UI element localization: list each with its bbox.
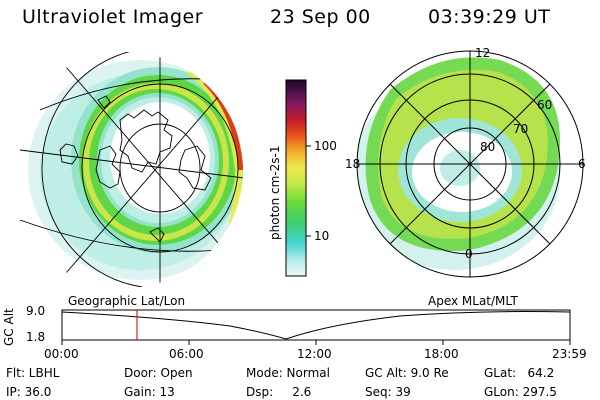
x-tick-2359: 23:59	[552, 347, 587, 361]
altitude-plot	[61, 309, 571, 345]
info-flt: Flt: LBHL	[6, 366, 60, 380]
info-ip: IP: 36.0	[6, 385, 52, 399]
info-dsp: Dsp: 2.6	[246, 385, 312, 399]
altitude-ylabel: GC Alt	[2, 308, 16, 346]
date-label: 23 Sep 00	[270, 6, 371, 28]
left-projection-label: Geographic Lat/Lon	[68, 294, 186, 308]
colorbar-tick-10: 10	[314, 229, 330, 243]
x-tick-0000: 00:00	[44, 347, 79, 361]
colorbar-tick-100: 100	[314, 139, 337, 153]
colorbar-label: photon cm-2s-1	[268, 145, 282, 241]
instrument-title: Ultraviolet Imager	[22, 6, 204, 28]
altitude-ymin: 1.8	[26, 330, 46, 344]
info-glon: GLon: 297.5	[484, 385, 557, 399]
time-label: 03:39:29 UT	[428, 6, 551, 28]
right-projection-label: Apex MLat/MLT	[428, 294, 518, 308]
info-mode: Mode: Normal	[246, 366, 330, 380]
colorbar	[285, 79, 311, 277]
mlt-label-6: 6	[578, 157, 586, 171]
mlat-label-80: 80	[480, 140, 496, 154]
mlat-label-60: 60	[537, 98, 553, 112]
x-tick-0600: 06:00	[169, 347, 204, 361]
info-glat: GLat: 64.2	[484, 366, 555, 380]
mlt-label-12: 12	[475, 46, 491, 60]
altitude-ymax: 9.0	[26, 304, 46, 318]
x-tick-1800: 18:00	[424, 347, 459, 361]
info-seq: Seq: 39	[365, 385, 411, 399]
x-tick-1200: 12:00	[297, 347, 332, 361]
mlat-mlt-image	[356, 50, 584, 278]
info-gain: Gain: 13	[124, 385, 175, 399]
geographic-image	[19, 52, 243, 288]
mlat-label-70: 70	[513, 122, 529, 136]
mlt-label-0: 0	[465, 247, 473, 261]
mlt-label-18: 18	[345, 157, 361, 171]
info-door: Door: Open	[124, 366, 193, 380]
info-gcalt: GC Alt: 9.0 Re	[365, 366, 449, 380]
